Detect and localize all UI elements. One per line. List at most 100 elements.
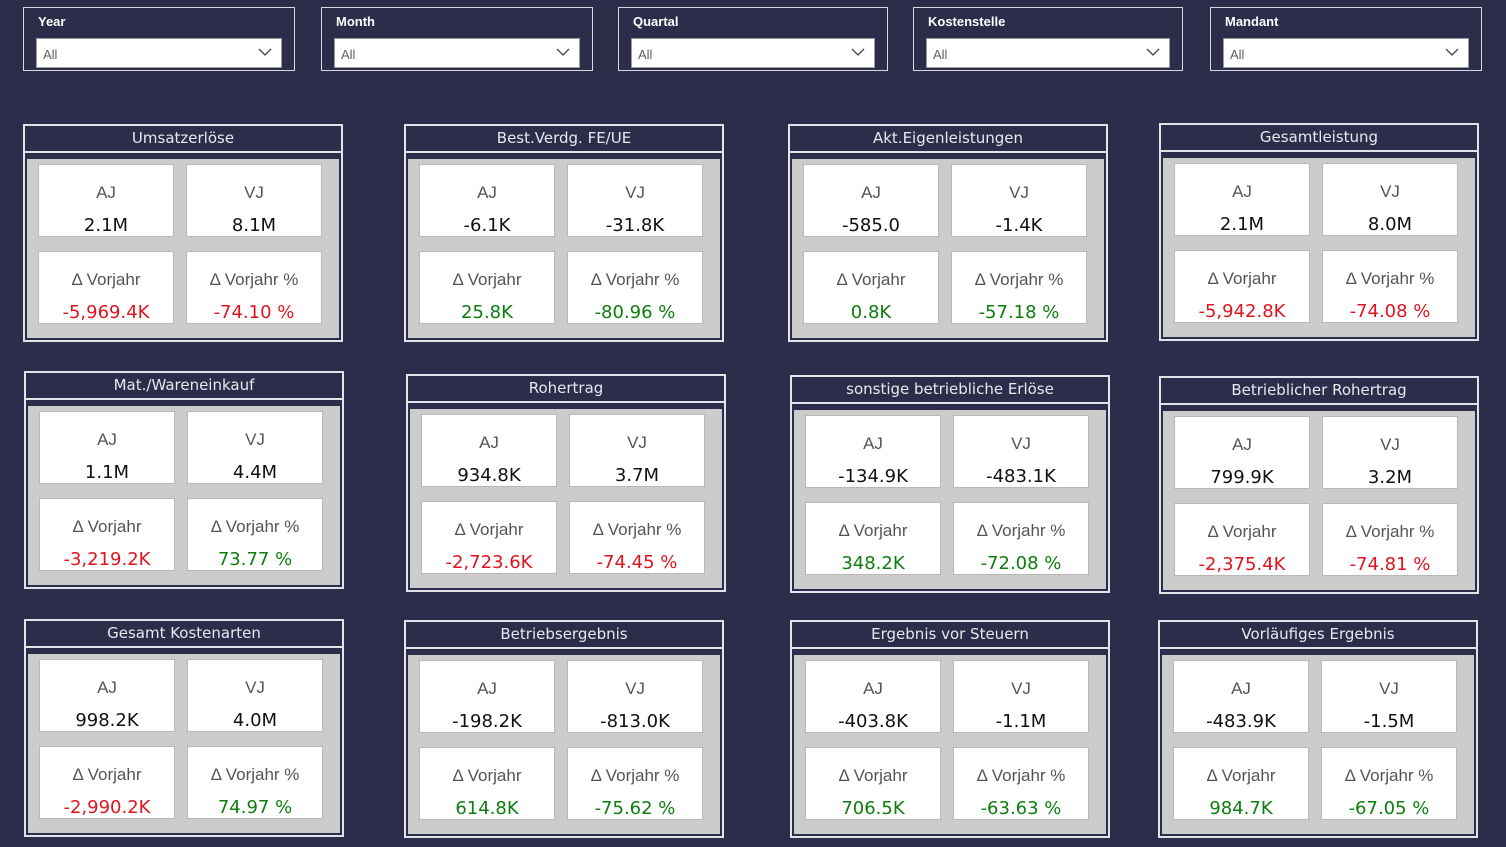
delta-value: 984.7K — [1209, 798, 1273, 819]
chevron-down-icon — [851, 48, 865, 56]
tile-delta: Δ Vorjahr -5,942.8K — [1174, 250, 1310, 323]
tile-delta-pct: Δ Vorjahr % -74.81 % — [1322, 503, 1458, 576]
aj-value: 2.1M — [1219, 214, 1265, 235]
vj-value: 3.7M — [614, 465, 660, 486]
tile-label: Δ Vorjahr — [452, 270, 522, 289]
tile-aj: AJ 934.8K — [421, 414, 557, 487]
filter-month: Month All — [321, 7, 593, 71]
tile-label: Δ Vorjahr — [836, 270, 906, 289]
tile-delta-pct: Δ Vorjahr % 73.77 % — [187, 498, 323, 571]
kostenstelle-dropdown[interactable]: All — [926, 38, 1170, 68]
card-body: AJ -6.1K VJ -31.8K Δ Vorjahr 25.8K Δ Vor… — [408, 155, 720, 338]
month-dropdown[interactable]: All — [334, 38, 580, 68]
tile-delta: Δ Vorjahr -2,723.6K — [421, 501, 557, 574]
card-body: AJ 799.9K VJ 3.2M Δ Vorjahr -2,375.4K Δ … — [1163, 407, 1475, 590]
kpi-card: Best.Verdg. FE/UE AJ -6.1K VJ -31.8K Δ V… — [404, 124, 724, 342]
tile-aj: AJ 2.1M — [38, 164, 174, 237]
tile-label: Δ Vorjahr — [838, 521, 908, 540]
tile-vj: VJ -31.8K — [567, 164, 703, 237]
delta-pct-value: -74.81 % — [1349, 554, 1431, 575]
tile-label: Δ Vorjahr % — [1345, 269, 1435, 288]
tile-label: Δ Vorjahr — [1206, 766, 1276, 785]
vj-value: 4.0M — [232, 710, 278, 731]
tile-delta-pct: Δ Vorjahr % -72.08 % — [953, 502, 1089, 575]
tile-aj: AJ -483.9K — [1173, 660, 1309, 733]
delta-pct-value: -74.08 % — [1349, 301, 1431, 322]
tile-delta-pct: Δ Vorjahr % -80.96 % — [567, 251, 703, 324]
tile-label: AJ — [863, 434, 883, 453]
card-body: AJ 998.2K VJ 4.0M Δ Vorjahr -2,990.2K Δ … — [28, 650, 340, 833]
delta-value: -2,990.2K — [63, 797, 151, 818]
tile-label: AJ — [1232, 435, 1252, 454]
tile-label: VJ — [1011, 434, 1031, 453]
tile-label: Δ Vorjahr — [838, 766, 908, 785]
card-title: Betrieblicher Rohertrag — [1161, 378, 1477, 405]
tile-label: Δ Vorjahr % — [976, 521, 1066, 540]
tile-aj: AJ 998.2K — [39, 659, 175, 732]
tile-label: AJ — [863, 679, 883, 698]
chevron-down-icon — [1146, 48, 1160, 56]
filter-label: Mandant — [1225, 14, 1279, 29]
tile-aj: AJ 799.9K — [1174, 416, 1310, 489]
tile-label: Δ Vorjahr % — [1345, 522, 1435, 541]
delta-value: -5,969.4K — [62, 302, 150, 323]
dropdown-value: All — [43, 47, 58, 62]
aj-value: 998.2K — [75, 710, 139, 731]
tile-aj: AJ 1.1M — [39, 411, 175, 484]
card-title: Ergebnis vor Steuern — [792, 622, 1108, 649]
tile-delta-pct: Δ Vorjahr % -75.62 % — [567, 747, 703, 820]
card-title: Mat./Wareneinkauf — [26, 373, 342, 400]
tile-vj: VJ 4.0M — [187, 659, 323, 732]
card-title: Akt.Eigenleistungen — [790, 126, 1106, 153]
tile-label: VJ — [1009, 183, 1029, 202]
tile-aj: AJ -585.0 — [803, 164, 939, 237]
tile-delta: Δ Vorjahr -2,990.2K — [39, 746, 175, 819]
tile-aj: AJ 2.1M — [1174, 163, 1310, 236]
vj-value: -813.0K — [600, 711, 670, 732]
delta-pct-value: -75.62 % — [594, 798, 676, 819]
tile-delta-pct: Δ Vorjahr % 74.97 % — [187, 746, 323, 819]
tile-delta: Δ Vorjahr -2,375.4K — [1174, 503, 1310, 576]
filter-year: Year All — [23, 7, 295, 71]
card-title: sonstige betriebliche Erlöse — [792, 377, 1108, 404]
tile-label: VJ — [1380, 435, 1400, 454]
delta-value: 348.2K — [841, 553, 905, 574]
quartal-dropdown[interactable]: All — [631, 38, 875, 68]
delta-pct-value: -57.18 % — [978, 302, 1060, 323]
year-dropdown[interactable]: All — [36, 38, 282, 68]
tile-label: VJ — [245, 430, 265, 449]
aj-value: 934.8K — [457, 465, 521, 486]
tile-label: VJ — [244, 183, 264, 202]
card-title: Rohertrag — [408, 376, 724, 403]
aj-value: -198.2K — [452, 711, 522, 732]
card-body: AJ -198.2K VJ -813.0K Δ Vorjahr 614.8K Δ… — [408, 651, 720, 834]
vj-value: -31.8K — [605, 215, 665, 236]
tile-vj: VJ -1.1M — [953, 660, 1089, 733]
card-body: AJ -483.9K VJ -1.5M Δ Vorjahr 984.7K Δ V… — [1162, 651, 1474, 834]
card-body: AJ -134.9K VJ -483.1K Δ Vorjahr 348.2K Δ… — [794, 406, 1106, 589]
vj-value: 4.4M — [232, 462, 278, 483]
tile-label: Δ Vorjahr — [1207, 522, 1277, 541]
tile-vj: VJ -1.4K — [951, 164, 1087, 237]
tile-delta: Δ Vorjahr -3,219.2K — [39, 498, 175, 571]
tile-label: VJ — [245, 678, 265, 697]
card-title: Best.Verdg. FE/UE — [406, 126, 722, 153]
tile-vj: VJ -1.5M — [1321, 660, 1457, 733]
filter-kostenstelle: Kostenstelle All — [913, 7, 1183, 71]
tile-label: AJ — [477, 679, 497, 698]
tile-vj: VJ -483.1K — [953, 415, 1089, 488]
aj-value: -6.1K — [463, 215, 511, 236]
tile-label: AJ — [861, 183, 881, 202]
tile-label: VJ — [1380, 182, 1400, 201]
mandant-dropdown[interactable]: All — [1223, 38, 1469, 68]
tile-label: Δ Vorjahr % — [592, 520, 682, 539]
tile-label: Δ Vorjahr % — [590, 766, 680, 785]
card-body: AJ -585.0 VJ -1.4K Δ Vorjahr 0.8K Δ Vorj… — [792, 155, 1104, 338]
aj-value: 2.1M — [83, 215, 129, 236]
kpi-card: Ergebnis vor Steuern AJ -403.8K VJ -1.1M… — [790, 620, 1110, 838]
aj-value: -134.9K — [838, 466, 908, 487]
tile-label: VJ — [1011, 679, 1031, 698]
filter-label: Month — [336, 14, 375, 29]
tile-label: Δ Vorjahr % — [210, 765, 300, 784]
card-title: Gesamtleistung — [1161, 125, 1477, 152]
